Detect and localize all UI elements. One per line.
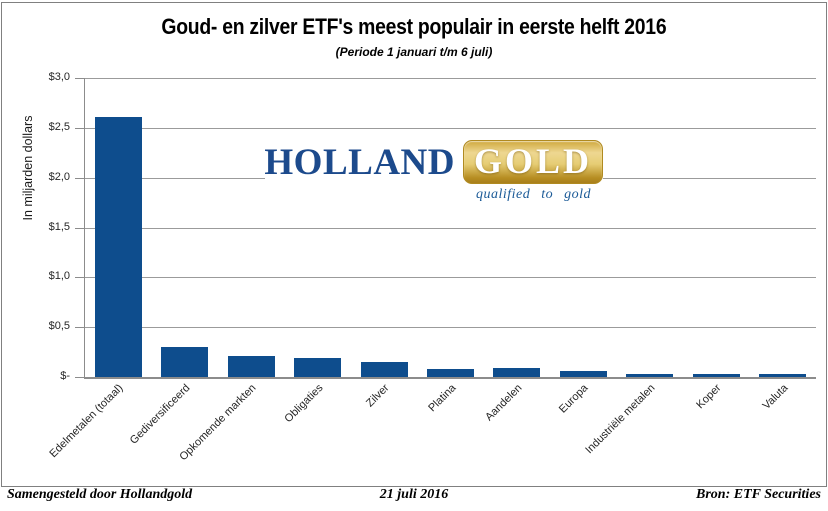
y-axis-tick: [75, 377, 84, 378]
y-axis-tick: [75, 227, 84, 229]
chart-frame: Goud- en zilver ETF's meest populair in …: [1, 2, 827, 487]
chart-title: Goud- en zilver ETF's meest populair in …: [2, 14, 826, 40]
bar: [493, 368, 541, 377]
logo-gold-text: GOLD: [473, 141, 592, 181]
footer-source: Bron: ETF Securities: [696, 487, 821, 502]
y-tick-label: $-: [60, 370, 70, 382]
hollandgold-logo: HOLLAND GOLD qualified to gold: [264, 140, 603, 205]
y-axis-tick: [75, 78, 84, 79]
y-axis-tick: [75, 127, 84, 129]
gridline: [85, 327, 816, 329]
bar: [294, 358, 342, 377]
y-tick-label: $2,0: [48, 170, 70, 183]
logo-holland-text: HOLLAND: [264, 141, 455, 183]
gridline: [85, 227, 816, 229]
y-tick-label: $2,5: [48, 120, 70, 133]
bar: [626, 374, 674, 377]
y-axis-tick: [75, 177, 84, 179]
chart-title-text: Goud- en zilver ETF's meest populair in …: [161, 14, 667, 39]
y-tick-label: $0,5: [48, 320, 70, 333]
chart-subtitle: (Periode 1 januari t/m 6 juli): [335, 45, 493, 59]
y-tick-label: $3,0: [48, 71, 70, 83]
bar: [227, 356, 275, 377]
gridline: [85, 277, 816, 279]
logo-gold-badge: GOLD: [462, 140, 603, 184]
logo-tagline: qualified to gold: [475, 187, 591, 202]
y-axis-tick: [75, 277, 84, 279]
y-tick-label: $1,0: [48, 270, 70, 283]
y-axis-tick: [75, 327, 84, 329]
gridline: [85, 127, 816, 129]
bar: [559, 371, 607, 377]
plot-area: [84, 78, 816, 379]
footer: Samengesteld door Hollandgold 21 juli 20…: [0, 487, 828, 503]
bar: [94, 116, 142, 377]
bar: [161, 347, 209, 377]
y-tick-label: $1,5: [48, 220, 70, 233]
bar: [427, 369, 474, 377]
gridline: [85, 78, 816, 79]
bar: [360, 362, 408, 377]
bar: [759, 374, 807, 377]
footer-credit: Samengesteld door Hollandgold: [7, 487, 193, 502]
bar: [692, 374, 740, 377]
footer-date: 21 juli 2016: [379, 487, 449, 502]
logo-wordmark: HOLLAND GOLD: [264, 140, 603, 184]
